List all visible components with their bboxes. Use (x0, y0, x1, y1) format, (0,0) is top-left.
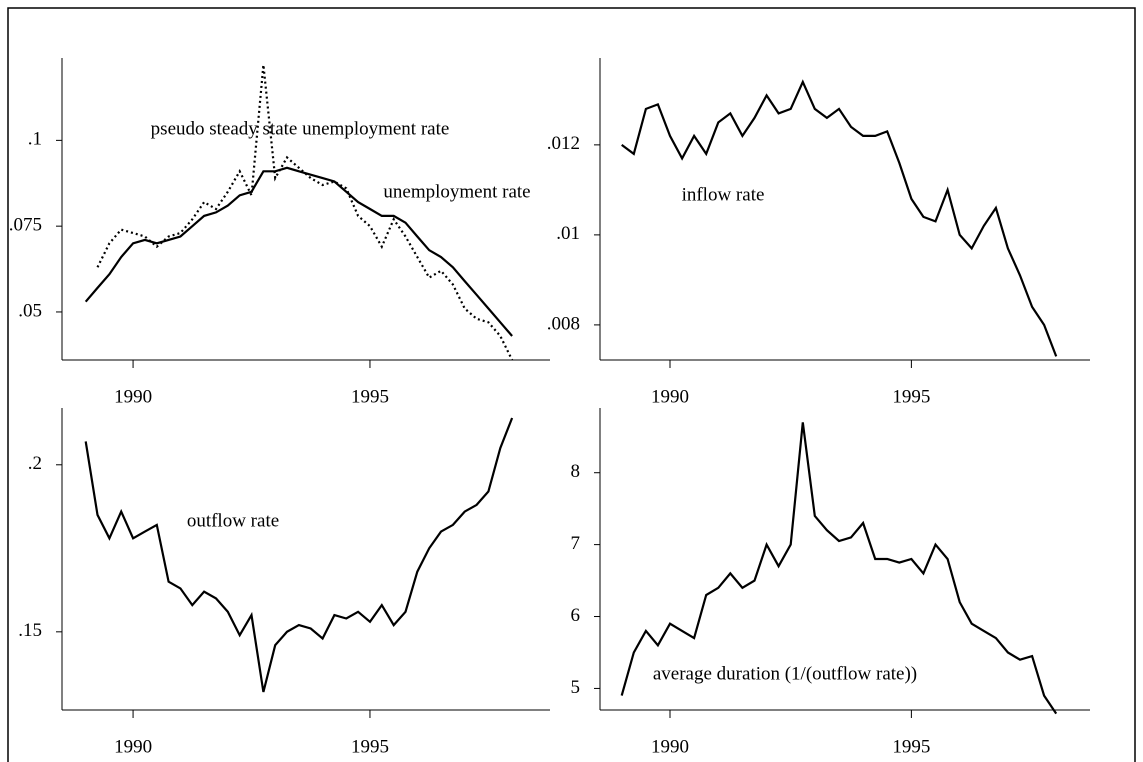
y-tick-label: .05 (18, 300, 42, 321)
series-label: inflow rate (682, 184, 765, 205)
y-tick-label: .012 (547, 133, 580, 154)
series-label: unemployment rate (383, 181, 530, 202)
series-line (84, 166, 513, 337)
x-tick-label: 1990 (114, 386, 152, 407)
y-tick-label: .01 (556, 223, 580, 244)
x-tick-label: 1990 (651, 736, 689, 757)
x-tick-label: 1990 (114, 736, 152, 757)
y-tick-label: 5 (571, 677, 581, 698)
series-label: pseudo steady state unemployment rate (151, 118, 450, 139)
y-tick-label: .2 (28, 453, 42, 474)
series-line (84, 417, 514, 693)
series-line (96, 64, 514, 361)
y-tick-label: .15 (18, 620, 42, 641)
y-tick-label: 6 (571, 605, 581, 626)
y-tick-label: 7 (571, 533, 581, 554)
x-tick-label: 1995 (351, 386, 389, 407)
series-line (620, 422, 1058, 715)
frame (7, 7, 1136, 762)
series-label: outflow rate (187, 510, 279, 531)
y-tick-label: 8 (571, 461, 581, 482)
y-tick-label: .1 (28, 129, 42, 150)
x-tick-label: 1990 (651, 386, 689, 407)
y-tick-label: .008 (547, 313, 580, 334)
y-tick-label: .075 (9, 215, 42, 236)
x-tick-label: 1995 (892, 736, 930, 757)
series-label: average duration (1/(outflow rate)) (653, 663, 917, 684)
x-tick-label: 1995 (351, 736, 389, 757)
series-line (621, 79, 1058, 357)
x-tick-label: 1995 (892, 386, 930, 407)
